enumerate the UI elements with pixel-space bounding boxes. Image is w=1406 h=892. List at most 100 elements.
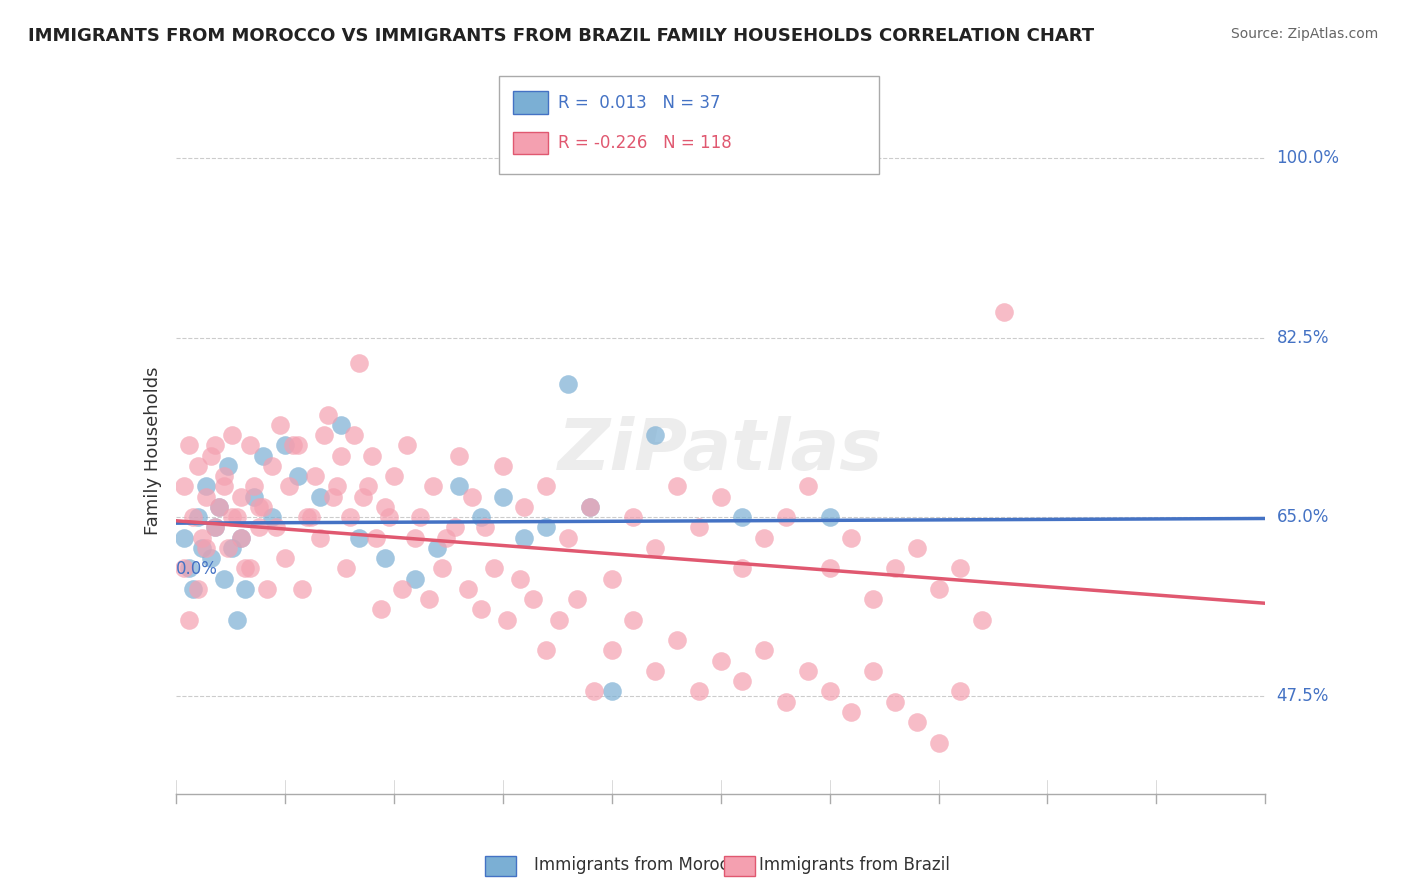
Point	[186, 510, 209, 524]
Point	[522, 592, 544, 607]
Text: 47.5%: 47.5%	[1277, 688, 1329, 706]
Point	[217, 458, 239, 473]
Point	[884, 561, 907, 575]
Point	[204, 520, 226, 534]
Point	[621, 613, 644, 627]
Text: Immigrants from Brazil: Immigrants from Brazil	[759, 856, 950, 874]
Point	[426, 541, 449, 555]
Point	[330, 417, 353, 432]
Point	[173, 531, 195, 545]
Point	[374, 551, 396, 566]
Point	[208, 500, 231, 514]
Text: Source: ZipAtlas.com: Source: ZipAtlas.com	[1230, 27, 1378, 41]
Point	[264, 520, 287, 534]
Point	[775, 695, 797, 709]
Point	[949, 561, 972, 575]
Point	[225, 613, 247, 627]
Point	[212, 572, 235, 586]
Point	[312, 428, 335, 442]
Point	[278, 479, 301, 493]
Point	[260, 458, 283, 473]
Point	[796, 664, 818, 678]
Point	[299, 510, 322, 524]
Point	[204, 520, 226, 534]
Point	[173, 479, 195, 493]
Text: Immigrants from Morocco: Immigrants from Morocco	[534, 856, 748, 874]
Point	[360, 449, 382, 463]
Point	[221, 428, 243, 442]
Point	[884, 695, 907, 709]
Point	[356, 479, 378, 493]
Point	[447, 479, 470, 493]
Point	[243, 490, 266, 504]
Point	[513, 500, 536, 514]
Point	[509, 572, 531, 586]
Point	[841, 531, 863, 545]
Point	[970, 613, 993, 627]
Point	[335, 561, 357, 575]
Point	[949, 684, 972, 698]
Point	[177, 438, 200, 452]
Point	[343, 428, 366, 442]
Point	[395, 438, 418, 452]
Point	[235, 561, 257, 575]
Point	[600, 684, 623, 698]
Point	[482, 561, 505, 575]
Point	[710, 490, 733, 504]
Point	[195, 490, 218, 504]
Point	[710, 654, 733, 668]
Point	[841, 705, 863, 719]
Point	[470, 510, 492, 524]
Point	[474, 520, 496, 534]
Text: R = -0.226   N = 118: R = -0.226 N = 118	[558, 134, 733, 152]
Point	[557, 531, 579, 545]
Point	[191, 541, 214, 555]
Point	[557, 376, 579, 391]
Point	[688, 520, 710, 534]
Point	[405, 531, 427, 545]
Point	[513, 531, 536, 545]
Point	[492, 490, 515, 504]
Point	[492, 458, 515, 473]
Point	[534, 520, 557, 534]
Point	[644, 428, 666, 442]
Point	[318, 408, 340, 422]
Point	[217, 541, 239, 555]
Point	[208, 500, 231, 514]
Point	[204, 438, 226, 452]
Point	[339, 510, 361, 524]
Point	[173, 561, 195, 575]
Point	[326, 479, 349, 493]
Point	[181, 510, 204, 524]
Point	[818, 561, 841, 575]
Point	[247, 520, 270, 534]
Point	[644, 541, 666, 555]
Point	[221, 510, 243, 524]
Point	[796, 479, 818, 493]
Point	[928, 736, 950, 750]
Point	[391, 582, 413, 596]
Point	[775, 510, 797, 524]
Point	[534, 643, 557, 657]
Text: 0.0%: 0.0%	[176, 560, 218, 578]
Point	[548, 613, 571, 627]
Point	[461, 490, 484, 504]
Point	[231, 531, 253, 545]
Point	[731, 561, 754, 575]
Point	[457, 582, 479, 596]
Point	[430, 561, 453, 575]
Point	[754, 643, 776, 657]
Point	[905, 715, 928, 730]
Point	[200, 551, 222, 566]
Y-axis label: Family Households: Family Households	[143, 367, 162, 534]
Point	[231, 490, 253, 504]
Point	[731, 510, 754, 524]
Point	[818, 684, 841, 698]
Point	[260, 510, 283, 524]
Point	[308, 490, 330, 504]
Point	[447, 449, 470, 463]
Point	[283, 438, 305, 452]
Point	[186, 582, 209, 596]
Point	[239, 438, 262, 452]
Point	[195, 541, 218, 555]
